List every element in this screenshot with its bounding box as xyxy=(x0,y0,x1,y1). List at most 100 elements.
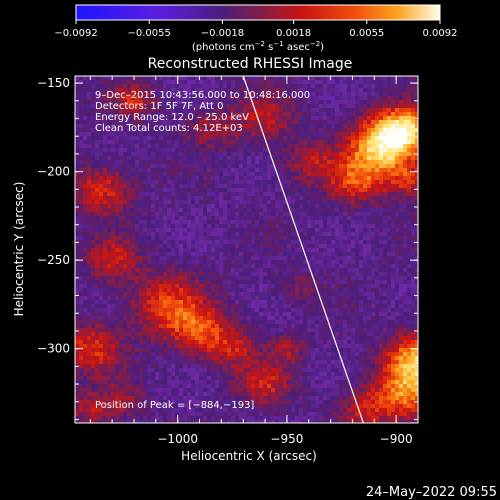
heatmap-cell xyxy=(99,268,104,273)
heatmap-cell xyxy=(91,260,96,265)
heatmap-cell xyxy=(391,212,396,217)
heatmap-cell xyxy=(335,100,340,105)
heatmap-cell xyxy=(187,232,192,237)
heatmap-cell xyxy=(299,280,304,285)
heatmap-cell xyxy=(255,292,260,297)
heatmap-cell xyxy=(239,184,244,189)
heatmap-cell xyxy=(251,152,256,157)
heatmap-cell xyxy=(159,140,164,145)
heatmap-cell xyxy=(271,292,276,297)
heatmap-cell xyxy=(323,256,328,261)
heatmap-cell xyxy=(247,224,252,229)
heatmap-cell xyxy=(255,236,260,241)
heatmap-cell xyxy=(271,232,276,237)
heatmap-cell xyxy=(391,220,396,225)
heatmap-cell xyxy=(323,300,328,305)
heatmap-cell xyxy=(191,132,196,137)
heatmap-cell xyxy=(335,216,340,221)
heatmap-cell xyxy=(159,272,164,277)
heatmap-cell xyxy=(387,96,392,101)
heatmap-cell xyxy=(91,112,96,117)
heatmap-cell xyxy=(187,276,192,281)
heatmap-cell xyxy=(135,256,140,261)
heatmap-cell xyxy=(203,96,208,101)
heatmap-cell xyxy=(187,88,192,93)
heatmap-cell xyxy=(91,212,96,217)
heatmap-cell xyxy=(347,112,352,117)
heatmap-cell xyxy=(367,172,372,177)
heatmap-cell xyxy=(335,120,340,125)
heatmap-cell xyxy=(367,284,372,289)
heatmap-cell xyxy=(267,156,272,161)
heatmap-cell xyxy=(147,140,152,145)
heatmap-cell xyxy=(363,252,368,257)
heatmap-cell xyxy=(231,164,236,169)
heatmap-cell xyxy=(151,112,156,117)
heatmap-cell xyxy=(191,144,196,149)
heatmap-cell xyxy=(355,196,360,201)
heatmap-cell xyxy=(171,268,176,273)
heatmap-cell xyxy=(123,292,128,297)
heatmap-cell xyxy=(287,184,292,189)
heatmap-cell xyxy=(135,164,140,169)
heatmap-cell xyxy=(415,100,418,105)
heatmap-cell xyxy=(215,124,220,129)
heatmap-cell xyxy=(355,188,360,193)
heatmap-cell xyxy=(351,144,356,149)
heatmap-cell xyxy=(191,288,196,293)
heatmap-cell xyxy=(175,280,180,285)
heatmap-cell xyxy=(403,296,408,301)
heatmap-cell xyxy=(343,80,348,85)
heatmap-cell xyxy=(103,276,108,281)
heatmap-cell xyxy=(191,240,196,245)
heatmap-cell xyxy=(143,176,148,181)
heatmap-cell xyxy=(139,260,144,265)
heatmap-cell xyxy=(235,76,240,81)
heatmap-cell xyxy=(163,224,168,229)
heatmap-cell xyxy=(391,240,396,245)
heatmap-cell xyxy=(359,292,364,297)
heatmap-cell xyxy=(207,172,212,177)
heatmap-cell xyxy=(95,272,100,277)
heatmap-cell xyxy=(327,200,332,205)
heatmap-cell xyxy=(283,192,288,197)
heatmap-cell xyxy=(235,176,240,181)
heatmap-cell xyxy=(291,256,296,261)
heatmap-cell xyxy=(87,176,92,181)
heatmap-cell xyxy=(143,128,148,133)
heatmap-cell xyxy=(335,184,340,189)
heatmap-cell xyxy=(323,276,328,281)
heatmap-cell xyxy=(295,196,300,201)
heatmap-cell xyxy=(275,148,280,153)
colorbar: −0.0092 −0.0055 −0.0018 0.0018 0.0055 0.0092 … xyxy=(54,4,458,53)
heatmap-cell xyxy=(339,216,344,221)
heatmap-cell xyxy=(283,156,288,161)
heatmap-cell xyxy=(111,152,116,157)
heatmap-cell xyxy=(215,108,220,113)
heatmap-cell xyxy=(151,244,156,249)
heatmap-cell xyxy=(303,268,308,273)
heatmap-cell xyxy=(295,96,300,101)
heatmap-cell xyxy=(155,212,160,217)
heatmap-cell xyxy=(203,196,208,201)
heatmap-cell xyxy=(131,140,136,145)
heatmap-cell xyxy=(403,204,408,209)
heatmap-cell xyxy=(95,112,100,117)
heatmap-cell xyxy=(219,104,224,109)
heatmap-cell xyxy=(143,264,148,269)
heatmap-cell xyxy=(243,180,248,185)
heatmap-cell xyxy=(307,256,312,261)
heatmap-cell xyxy=(363,164,368,169)
heatmap-cell xyxy=(395,88,400,93)
heatmap-cell xyxy=(335,180,340,185)
heatmap-cell xyxy=(379,76,384,81)
heatmap-cell xyxy=(215,288,220,293)
heatmap-cell xyxy=(327,80,332,85)
heatmap-cell xyxy=(243,104,248,109)
heatmap-cell xyxy=(179,288,184,293)
heatmap-cell xyxy=(159,152,164,157)
heatmap-cell xyxy=(211,212,216,217)
heatmap-cell xyxy=(139,148,144,153)
heatmap-cell xyxy=(79,196,84,201)
heatmap-cell xyxy=(183,256,188,261)
